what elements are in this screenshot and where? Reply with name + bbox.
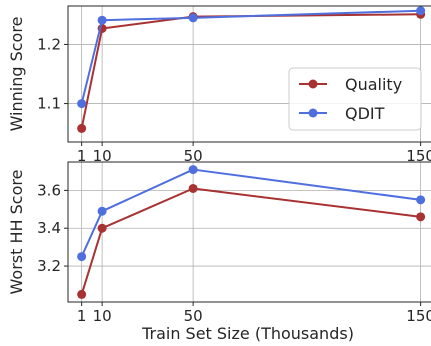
worst-hh-score-qdit-point xyxy=(97,206,107,216)
worst-hh-score-qdit-line xyxy=(80,168,421,258)
worst-hh-score-quality-point xyxy=(97,223,107,233)
winning-score-plot-frame xyxy=(67,5,431,143)
winning-score-qdit-line xyxy=(80,9,421,104)
worst-hh-score-panel: 1 10 50 150 3.2 3.4 3.6 Worst HH Score Train S… xyxy=(7,161,431,343)
worst-hh-score-x-tick-label: 50 xyxy=(184,307,203,325)
worst-hh-score-x-tick-label: 1 xyxy=(77,307,87,325)
worst-hh-score-y-axis-label: Worst HH Score xyxy=(7,170,26,295)
winning-score-quality-line xyxy=(80,13,421,129)
legend: Quality QDIT xyxy=(288,67,422,131)
legend-quality-marker xyxy=(308,79,318,89)
worst-hh-score-qdit-point xyxy=(77,252,87,262)
winning-score-x-tick-label: 50 xyxy=(184,147,203,165)
worst-hh-score-quality-point xyxy=(416,212,426,222)
worst-hh-score-plot-frame xyxy=(67,161,431,303)
winning-score-quality-point xyxy=(77,123,87,133)
winning-score-x-tick-label: 10 xyxy=(93,147,112,165)
winning-score-y-tick-label: 1.2 xyxy=(37,35,61,53)
legend-qdit-marker xyxy=(308,108,318,118)
worst-hh-score-quality-point xyxy=(188,183,198,193)
worst-hh-score-x-tick-label: 10 xyxy=(93,307,112,325)
worst-hh-score-quality-line xyxy=(80,187,421,295)
train-set-size-x-axis-label: Train Set Size (Thousands) xyxy=(141,324,354,343)
worst-hh-score-y-tick-label: 3.2 xyxy=(37,257,61,275)
worst-hh-score-y-tick-label: 3.6 xyxy=(37,181,61,199)
winning-score-qdit-point xyxy=(77,99,87,109)
worst-hh-score-x-tick-label: 150 xyxy=(406,307,431,325)
winning-score-y-tick-label: 1.1 xyxy=(37,95,61,113)
worst-hh-score-qdit-point xyxy=(188,165,198,175)
winning-score-qdit-point xyxy=(416,6,426,16)
winning-score-panel: 1 10 50 150 1.1 1.2 Winning Score Quality QDIT xyxy=(7,5,431,165)
winning-score-y-axis-label: Winning Score xyxy=(7,17,26,132)
worst-hh-score-quality-point xyxy=(77,289,87,299)
winning-score-x-tick-label: 1 xyxy=(77,147,87,165)
winning-score-x-tick-label: 150 xyxy=(406,147,431,165)
legend-qdit-label: QDIT xyxy=(345,104,385,123)
worst-hh-score-qdit-point xyxy=(416,195,426,205)
legend-quality-label: Quality xyxy=(345,75,402,94)
winning-score-qdit-point xyxy=(97,15,107,25)
worst-hh-score-y-tick-label: 3.4 xyxy=(37,219,61,237)
winning-score-qdit-point xyxy=(188,13,198,23)
